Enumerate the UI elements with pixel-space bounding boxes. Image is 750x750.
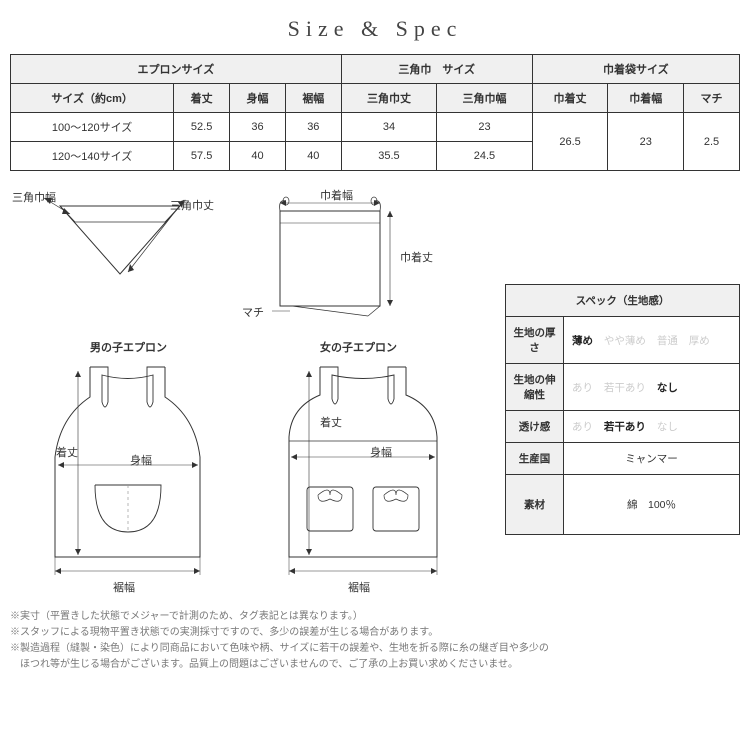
col-bag-w: 巾着幅 xyxy=(608,84,684,113)
note-line: ※製造過程（縫製・染色）により同商品において色味や柄、サイズに若干の誤差や、生地… xyxy=(10,641,740,657)
cell: 57.5 xyxy=(174,142,230,171)
cell: 23 xyxy=(437,113,532,142)
opt: なし xyxy=(657,380,678,395)
row-label: 100～120サイズ xyxy=(11,113,174,142)
label-kitake-boy: 着丈 xyxy=(56,444,78,460)
cell: 40 xyxy=(285,142,341,171)
label-bag-l: 巾着丈 xyxy=(400,249,433,265)
label-boy: 男の子エプロン xyxy=(90,339,167,355)
label-susohaba-girl: 裾幅 xyxy=(348,579,370,595)
opt: 厚め xyxy=(689,333,710,348)
group-header-bag: 巾着袋サイズ xyxy=(532,55,739,84)
spec-val: あり 若干あり なし xyxy=(564,411,740,443)
col-tri-l: 三角巾丈 xyxy=(341,84,436,113)
cell: 40 xyxy=(230,142,286,171)
diagrams-area: 三角巾幅 三角巾丈 巾着幅 巾着丈 マチ 男の子エプロン xyxy=(10,189,500,599)
cell-bag: 26.5 xyxy=(532,113,608,171)
spec-table-wrap: スペック（生地感） 生地の厚さ 薄め やや薄め 普通 厚め 生地の伸縮性 あり … xyxy=(505,284,740,535)
group-header-apron: エプロンサイズ xyxy=(11,55,342,84)
spec-key: 生地の伸縮性 xyxy=(506,364,564,411)
boy-apron-diagram xyxy=(30,357,230,592)
label-tri-l: 三角巾丈 xyxy=(170,197,214,213)
label-susohaba-boy: 裾幅 xyxy=(113,579,135,595)
label-tri-w: 三角巾幅 xyxy=(12,189,56,205)
note-line: ※スタッフによる現物平置き状態での実測採寸ですので、多少の誤差が生じる場合があり… xyxy=(10,625,740,641)
spec-key: 生地の厚さ xyxy=(506,317,564,364)
opt: あり xyxy=(572,380,593,395)
group-header-triangle: 三角巾 サイズ xyxy=(341,55,532,84)
note-line: ※実寸（平置きした状態でメジャーで計測のため、タグ表記とは異なります。） xyxy=(10,609,740,625)
col-bag-l: 巾着丈 xyxy=(532,84,608,113)
note-line: ほつれ等が生じる場合がございます。品質上の問題はございませんので、ご了承の上お買… xyxy=(10,657,740,673)
cell: 36 xyxy=(285,113,341,142)
cell: 34 xyxy=(341,113,436,142)
col-susohaba: 裾幅 xyxy=(285,84,341,113)
bag-diagram xyxy=(260,189,420,329)
spec-key: 素材 xyxy=(506,475,564,535)
opt: 薄め xyxy=(572,333,593,348)
spec-val: あり 若干あり なし xyxy=(564,364,740,411)
opt: やや薄め xyxy=(604,333,646,348)
label-girl: 女の子エプロン xyxy=(320,339,397,355)
opt: あり xyxy=(572,419,593,434)
col-tri-w: 三角巾幅 xyxy=(437,84,532,113)
spec-key: 透け感 xyxy=(506,411,564,443)
page-title: Size & Spec xyxy=(10,16,740,42)
label-machi: マチ xyxy=(242,304,264,320)
col-machi: マチ xyxy=(684,84,740,113)
cell: 52.5 xyxy=(174,113,230,142)
opt: なし xyxy=(657,419,678,434)
cell: 36 xyxy=(230,113,286,142)
label-mihaba-girl: 身幅 xyxy=(370,444,392,460)
cell-bag: 2.5 xyxy=(684,113,740,171)
col-kitake: 着丈 xyxy=(174,84,230,113)
row-label: 120～140サイズ xyxy=(11,142,174,171)
opt: 若干あり xyxy=(604,419,646,434)
cell-bag: 23 xyxy=(608,113,684,171)
cell: 24.5 xyxy=(437,142,532,171)
col-mihaba: 身幅 xyxy=(230,84,286,113)
spec-val: 薄め やや薄め 普通 厚め xyxy=(564,317,740,364)
label-kitake-girl: 着丈 xyxy=(320,414,342,430)
spec-header: スペック（生地感） xyxy=(506,285,740,317)
opt: 若干あり xyxy=(604,380,646,395)
size-table: エプロンサイズ 三角巾 サイズ 巾着袋サイズ サイズ（約cm） 着丈 身幅 裾幅… xyxy=(10,54,740,171)
label-mihaba-boy: 身幅 xyxy=(130,452,152,468)
spec-key: 生産国 xyxy=(506,443,564,475)
cell: 35.5 xyxy=(341,142,436,171)
spec-val: 綿 100％ xyxy=(564,475,740,535)
col-size: サイズ（約cm） xyxy=(11,84,174,113)
girl-apron-diagram xyxy=(265,357,465,592)
spec-val: ミャンマー xyxy=(564,443,740,475)
opt: 普通 xyxy=(657,333,678,348)
notes: ※実寸（平置きした状態でメジャーで計測のため、タグ表記とは異なります。） ※スタ… xyxy=(10,609,740,673)
label-bag-w: 巾着幅 xyxy=(320,187,353,203)
spec-table: スペック（生地感） 生地の厚さ 薄め やや薄め 普通 厚め 生地の伸縮性 あり … xyxy=(505,284,740,535)
